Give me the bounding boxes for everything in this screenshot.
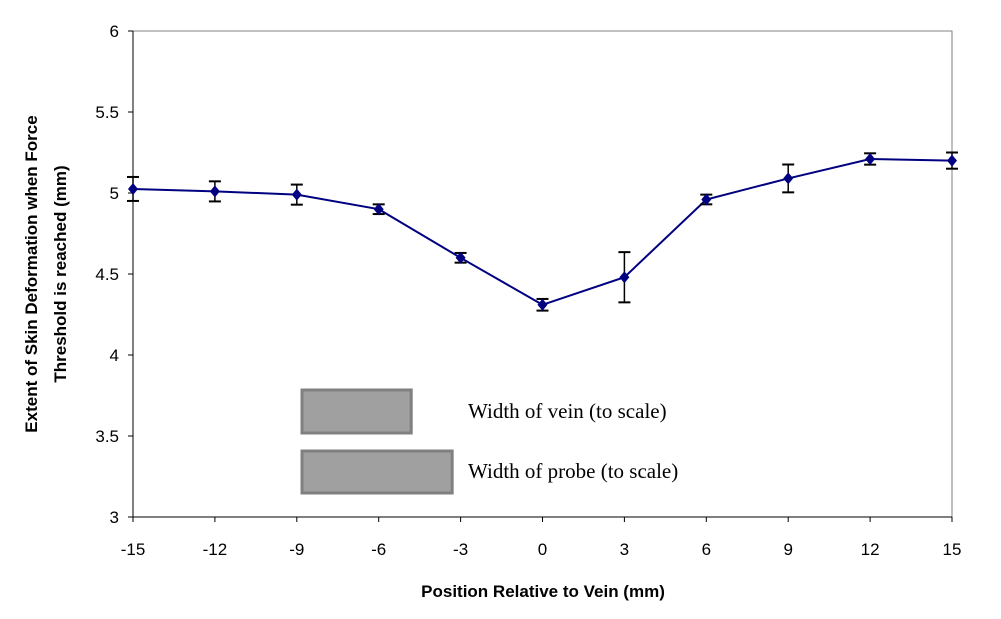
series [127,151,958,312]
data-point [209,185,220,198]
y-axis: 3 3.5 4 4.5 5 5.5 6 [95,22,134,527]
y-axis-title-line-2: Threshold is reached (mm) [51,165,70,382]
x-tick-label: -6 [371,540,386,559]
y-axis-title-line-1: Extent of Skin Deformation when Force [22,115,41,432]
x-tick-label: -3 [453,540,468,559]
plot-area [132,30,953,518]
y-tick-label: 6 [110,22,119,41]
x-tick-label: 12 [861,540,880,559]
x-tick-label: -9 [289,540,304,559]
x-tick-label: 15 [943,540,962,559]
x-tick-label: 3 [620,540,629,559]
x-tick-label: 6 [702,540,711,559]
data-point [865,152,876,165]
data-point [947,154,957,167]
vein-width-bar [300,388,413,435]
data-point [373,203,384,216]
data-point [619,271,630,284]
probe-width-label: Width of probe (to scale) [468,459,678,483]
x-tick-label: 9 [783,540,792,559]
data-point [291,188,302,201]
data-point [455,251,466,264]
scale-annotations: Width of vein (to scale) Width of probe … [300,388,678,495]
data-point [537,298,548,311]
y-tick-label: 3.5 [95,427,119,446]
vein-width-label: Width of vein (to scale) [468,399,667,423]
x-axis-title: Position Relative to Vein (mm) [421,582,665,601]
x-axis: -15 -12 -9 -6 -3 0 3 6 9 12 15 [121,516,962,559]
x-tick-label: -12 [203,540,228,559]
probe-width-bar [300,449,454,495]
data-point [701,193,712,206]
data-point [783,172,794,185]
y-tick-label: 5 [110,184,119,203]
y-tick-label: 4.5 [95,265,119,284]
y-tick-label: 5.5 [95,103,119,122]
y-tick-label: 3 [110,508,119,527]
x-tick-label: -15 [121,540,146,559]
y-tick-label: 4 [110,346,119,365]
data-point [128,182,138,195]
x-tick-label: 0 [538,540,547,559]
